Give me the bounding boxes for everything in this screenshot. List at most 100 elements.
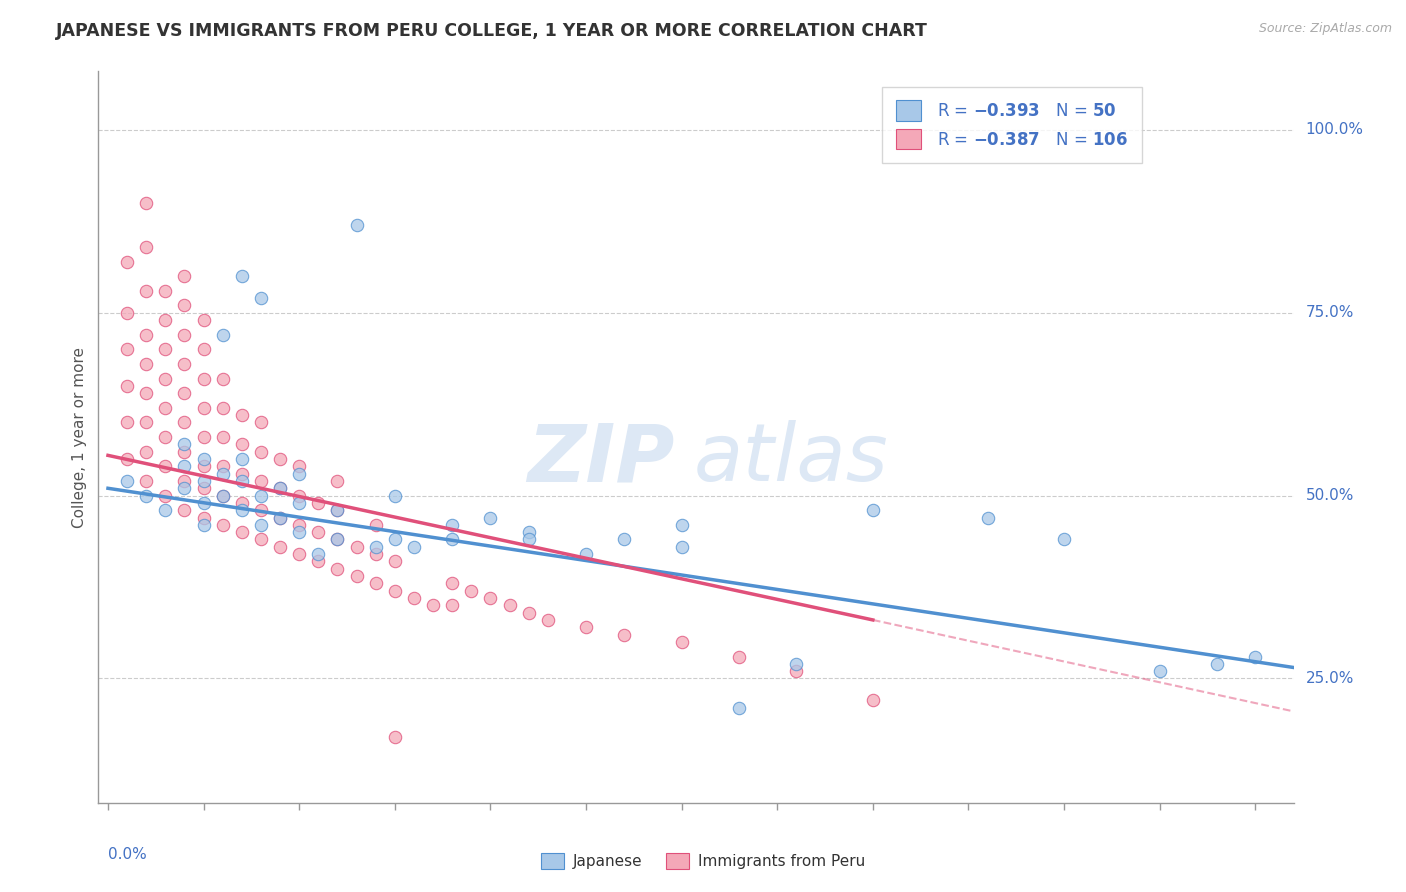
Point (135, 240, 157, 254)
Point (288, 496, 311, 510)
Point (1244, 649, 1267, 664)
Point (135, 416, 157, 430)
Point (976, 510, 998, 524)
Point (155, 459, 177, 474)
Point (135, 327, 157, 342)
Point (173, 474, 195, 488)
Point (155, 489, 177, 503)
Point (613, 533, 636, 547)
Point (288, 467, 311, 481)
Point (193, 496, 215, 510)
Point (326, 562, 349, 576)
Point (326, 533, 349, 547)
Point (728, 649, 751, 664)
Point (155, 401, 177, 415)
Point (211, 459, 233, 474)
Point (135, 284, 157, 298)
Point (288, 459, 311, 474)
Point (1206, 657, 1229, 671)
Point (402, 540, 425, 554)
Point (115, 474, 138, 488)
Point (231, 408, 253, 422)
Point (307, 547, 329, 561)
Point (115, 452, 138, 467)
Point (307, 525, 329, 540)
Point (671, 540, 693, 554)
Point (173, 459, 195, 474)
Point (173, 416, 195, 430)
Point (193, 481, 215, 495)
Point (785, 657, 807, 671)
Point (115, 254, 138, 268)
Point (326, 503, 349, 517)
Point (135, 444, 157, 458)
Y-axis label: College, 1 year or more: College, 1 year or more (72, 347, 87, 527)
Point (671, 517, 693, 532)
Text: 100.0%: 100.0% (1305, 122, 1364, 137)
Point (517, 533, 540, 547)
Point (1149, 664, 1171, 678)
Point (479, 510, 502, 524)
Point (193, 343, 215, 357)
Point (498, 599, 520, 613)
Point (1053, 533, 1076, 547)
Text: Source: ZipAtlas.com: Source: ZipAtlas.com (1258, 22, 1392, 36)
Point (384, 730, 406, 744)
Point (231, 452, 253, 467)
Point (460, 583, 482, 598)
Point (537, 613, 560, 627)
Point (211, 430, 233, 444)
Point (250, 416, 273, 430)
Point (211, 327, 233, 342)
Legend: R = $\mathbf{-0.393}$   N = $\mathbf{  50}$, R = $\mathbf{-0.387}$   N = $\mathb: R = $\mathbf{-0.393}$ N = $\mathbf{ 50}$… (883, 87, 1142, 162)
Point (441, 517, 464, 532)
Point (326, 474, 349, 488)
Point (231, 503, 253, 517)
Point (173, 444, 195, 458)
Point (155, 503, 177, 517)
Point (135, 489, 157, 503)
Point (135, 357, 157, 371)
Point (211, 489, 233, 503)
Point (155, 284, 177, 298)
Point (441, 576, 464, 591)
Point (250, 291, 273, 305)
Point (250, 503, 273, 517)
Point (862, 503, 884, 517)
Point (402, 591, 425, 605)
Point (441, 599, 464, 613)
Point (231, 525, 253, 540)
Point (288, 517, 311, 532)
Point (135, 474, 157, 488)
Point (155, 313, 177, 327)
Point (250, 533, 273, 547)
Point (211, 467, 233, 481)
Point (193, 430, 215, 444)
Point (862, 693, 884, 707)
Point (135, 196, 157, 211)
Point (155, 343, 177, 357)
Point (422, 599, 444, 613)
Point (269, 510, 291, 524)
Point (173, 503, 195, 517)
Point (384, 554, 406, 568)
Point (115, 306, 138, 320)
Point (288, 489, 311, 503)
Point (346, 569, 368, 583)
Point (613, 627, 636, 641)
Point (250, 474, 273, 488)
Point (671, 635, 693, 649)
Point (250, 517, 273, 532)
Text: 50.0%: 50.0% (1305, 488, 1354, 503)
Point (785, 664, 807, 678)
Point (173, 437, 195, 451)
Point (288, 547, 311, 561)
Text: ZIP: ZIP (527, 420, 673, 498)
Point (193, 371, 215, 385)
Point (346, 218, 368, 232)
Point (173, 327, 195, 342)
Point (211, 517, 233, 532)
Point (193, 510, 215, 524)
Point (364, 576, 387, 591)
Point (269, 540, 291, 554)
